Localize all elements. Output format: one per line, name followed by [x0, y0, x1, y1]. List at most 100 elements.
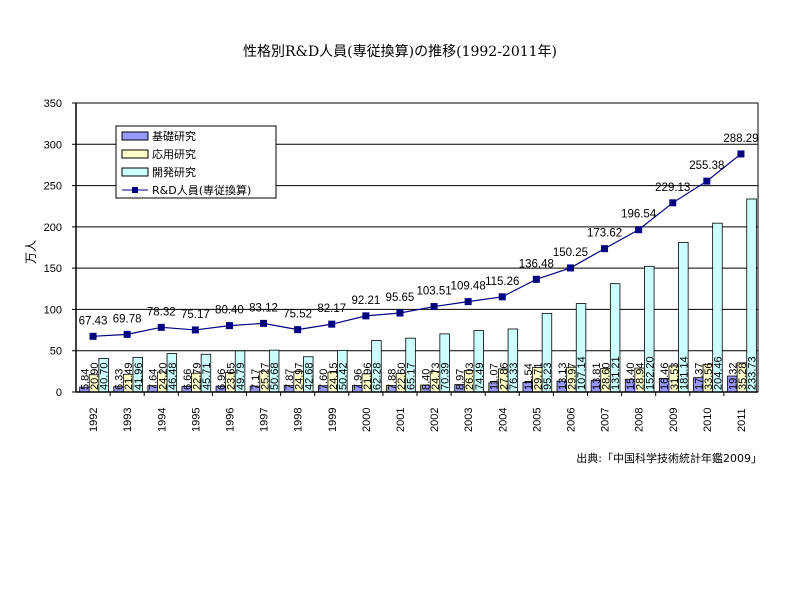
total-line-marker	[225, 322, 233, 330]
total-line-series	[89, 150, 745, 340]
total-line-marker	[430, 303, 438, 311]
x-tick-label: 1994	[156, 408, 168, 432]
total-line-label: 150.25	[553, 247, 588, 259]
total-line-marker	[157, 323, 165, 331]
total-line-label: 255.38	[689, 160, 724, 172]
total-line-marker	[362, 312, 370, 320]
total-line-marker	[260, 319, 268, 327]
bar-label-applied-research: 21.96	[362, 362, 374, 390]
bar-label-basic-research: 7.96	[352, 369, 364, 390]
x-tick-label: 2010	[702, 408, 714, 432]
bar-label-applied-research: 31.53	[669, 362, 681, 390]
bar-label-applied-research: 29.71	[532, 362, 544, 390]
bar-label-development-research: 131.21	[610, 356, 622, 390]
x-tick-label: 2004	[497, 408, 509, 432]
bar-label-applied-research: 26.03	[464, 362, 476, 390]
bar-label-applied-research: 21.49	[123, 362, 135, 390]
bar-label-basic-research: 7.88	[386, 369, 398, 390]
bar-label-basic-research: 8.40	[420, 369, 432, 390]
bar-label-development-research: 95.23	[542, 362, 554, 390]
bar-label-applied-research: 22.60	[396, 362, 408, 390]
legend-swatch-basic	[121, 131, 149, 141]
y-tick-label: 250	[44, 181, 62, 193]
bar-label-applied-research: 27.86	[498, 362, 510, 390]
bars	[79, 198, 757, 393]
bar-label-development-research: 45.71	[201, 362, 213, 390]
x-tick-label: 2011	[736, 408, 748, 432]
bar-label-basic-research: 7.64	[148, 369, 160, 390]
legend-line-marker	[132, 187, 138, 193]
total-line-label: 67.43	[79, 315, 108, 327]
total-line-label: 78.32	[147, 306, 176, 318]
total-line-marker	[464, 298, 472, 306]
x-tick-label: 1996	[224, 408, 236, 432]
total-line-marker	[635, 226, 643, 234]
bar-label-basic-research: 13.81	[591, 362, 603, 390]
axes	[75, 102, 759, 393]
bar-label-applied-research: 28.60	[601, 362, 613, 390]
bar-label-applied-research: 24.20	[157, 362, 169, 390]
bar-label-basic-research: 11.07	[489, 363, 501, 390]
y-axis-label: 万人	[24, 240, 38, 264]
y-tick-labels: 0 50 100 150 200 250 300 350	[44, 98, 62, 399]
bar-label-development-research: 49.79	[235, 362, 247, 390]
bar-label-applied-research: 24.73	[430, 362, 442, 390]
y-tick-label: 50	[50, 346, 62, 358]
total-line-marker	[601, 245, 609, 253]
bar-label-basic-research: 7.60	[318, 369, 330, 390]
total-line-label: 82.17	[317, 303, 346, 315]
y-tick-label: 350	[44, 98, 62, 110]
bar-label-applied-research: 23.65	[225, 362, 237, 390]
y-tick-label: 300	[44, 139, 62, 151]
bar-label-development-research: 41.96	[133, 362, 145, 390]
bar-label-applied-research: 29.97	[566, 362, 578, 390]
chart-title: 性格別R&D人員(専従換算)の推移(1992-2011年)	[243, 44, 557, 60]
bar-label-development-research: 40.70	[99, 362, 111, 390]
total-line-label: 229.13	[655, 182, 690, 194]
total-line-label: 75.52	[283, 309, 312, 321]
bar-label-development-research: 74.49	[474, 362, 486, 390]
bar-label-applied-research: 24.97	[294, 362, 306, 390]
bar-label-development-research: 70.39	[440, 362, 452, 390]
x-tick-label: 2005	[531, 408, 543, 432]
total-line-marker	[498, 293, 506, 301]
legend-swatch-applied	[121, 149, 149, 159]
bar-label-development-research: 50.68	[269, 362, 281, 390]
bar-label-basic-research: 8.97	[455, 369, 467, 390]
y-tick-label: 200	[44, 222, 62, 234]
bar-label-development-research: 181.14	[678, 356, 690, 390]
x-tick-label: 1997	[259, 408, 271, 432]
bar-label-applied-research: 35.28	[737, 362, 749, 390]
total-line-marker	[191, 326, 199, 334]
total-line-label: 115.26	[485, 276, 519, 288]
bar-label-basic-research: 7.17	[250, 369, 262, 390]
y-tick-label: 150	[44, 263, 62, 275]
x-tick-label: 2003	[463, 408, 475, 432]
bar-label-applied-research: 20.90	[89, 362, 101, 390]
bar-label-basic-research: 11.54	[523, 363, 535, 390]
bar-label-development-research: 65.17	[406, 362, 418, 390]
bar-label-basic-research: 6.33	[114, 369, 126, 390]
bar-label-basic-research: 6.66	[182, 369, 194, 390]
bar-label-applied-research: 28.94	[635, 362, 647, 390]
bar-label-development-research: 46.48	[167, 362, 179, 390]
total-line-label: 92.21	[351, 295, 380, 307]
line-data-labels: 67.43 69.78 78.32 75.17 80.40 83.12 75.52 82.17…	[79, 133, 759, 327]
x-tick-label: 2001	[395, 408, 407, 432]
y-tick-label: 100	[44, 304, 62, 316]
bar-label-applied-research: 24.15	[328, 362, 340, 390]
bar-label-basic-research: 16.46	[659, 362, 671, 390]
total-line-path	[93, 153, 742, 337]
total-line-label: 69.78	[113, 313, 142, 325]
x-tick-label: 1992	[88, 408, 100, 432]
bar-label-basic-research: 6.96	[216, 369, 228, 390]
x-tick-label: 1995	[190, 408, 202, 432]
total-line-marker	[737, 150, 745, 158]
bar-label-basic-research: 19.32	[727, 362, 739, 390]
x-tick-label: 2006	[565, 408, 577, 432]
bar-label-basic-research: 13.13	[557, 362, 569, 390]
source-note: 出典:「中国科学技術統計年鑑2009」	[576, 451, 762, 465]
total-line-label: 95.65	[386, 292, 415, 304]
